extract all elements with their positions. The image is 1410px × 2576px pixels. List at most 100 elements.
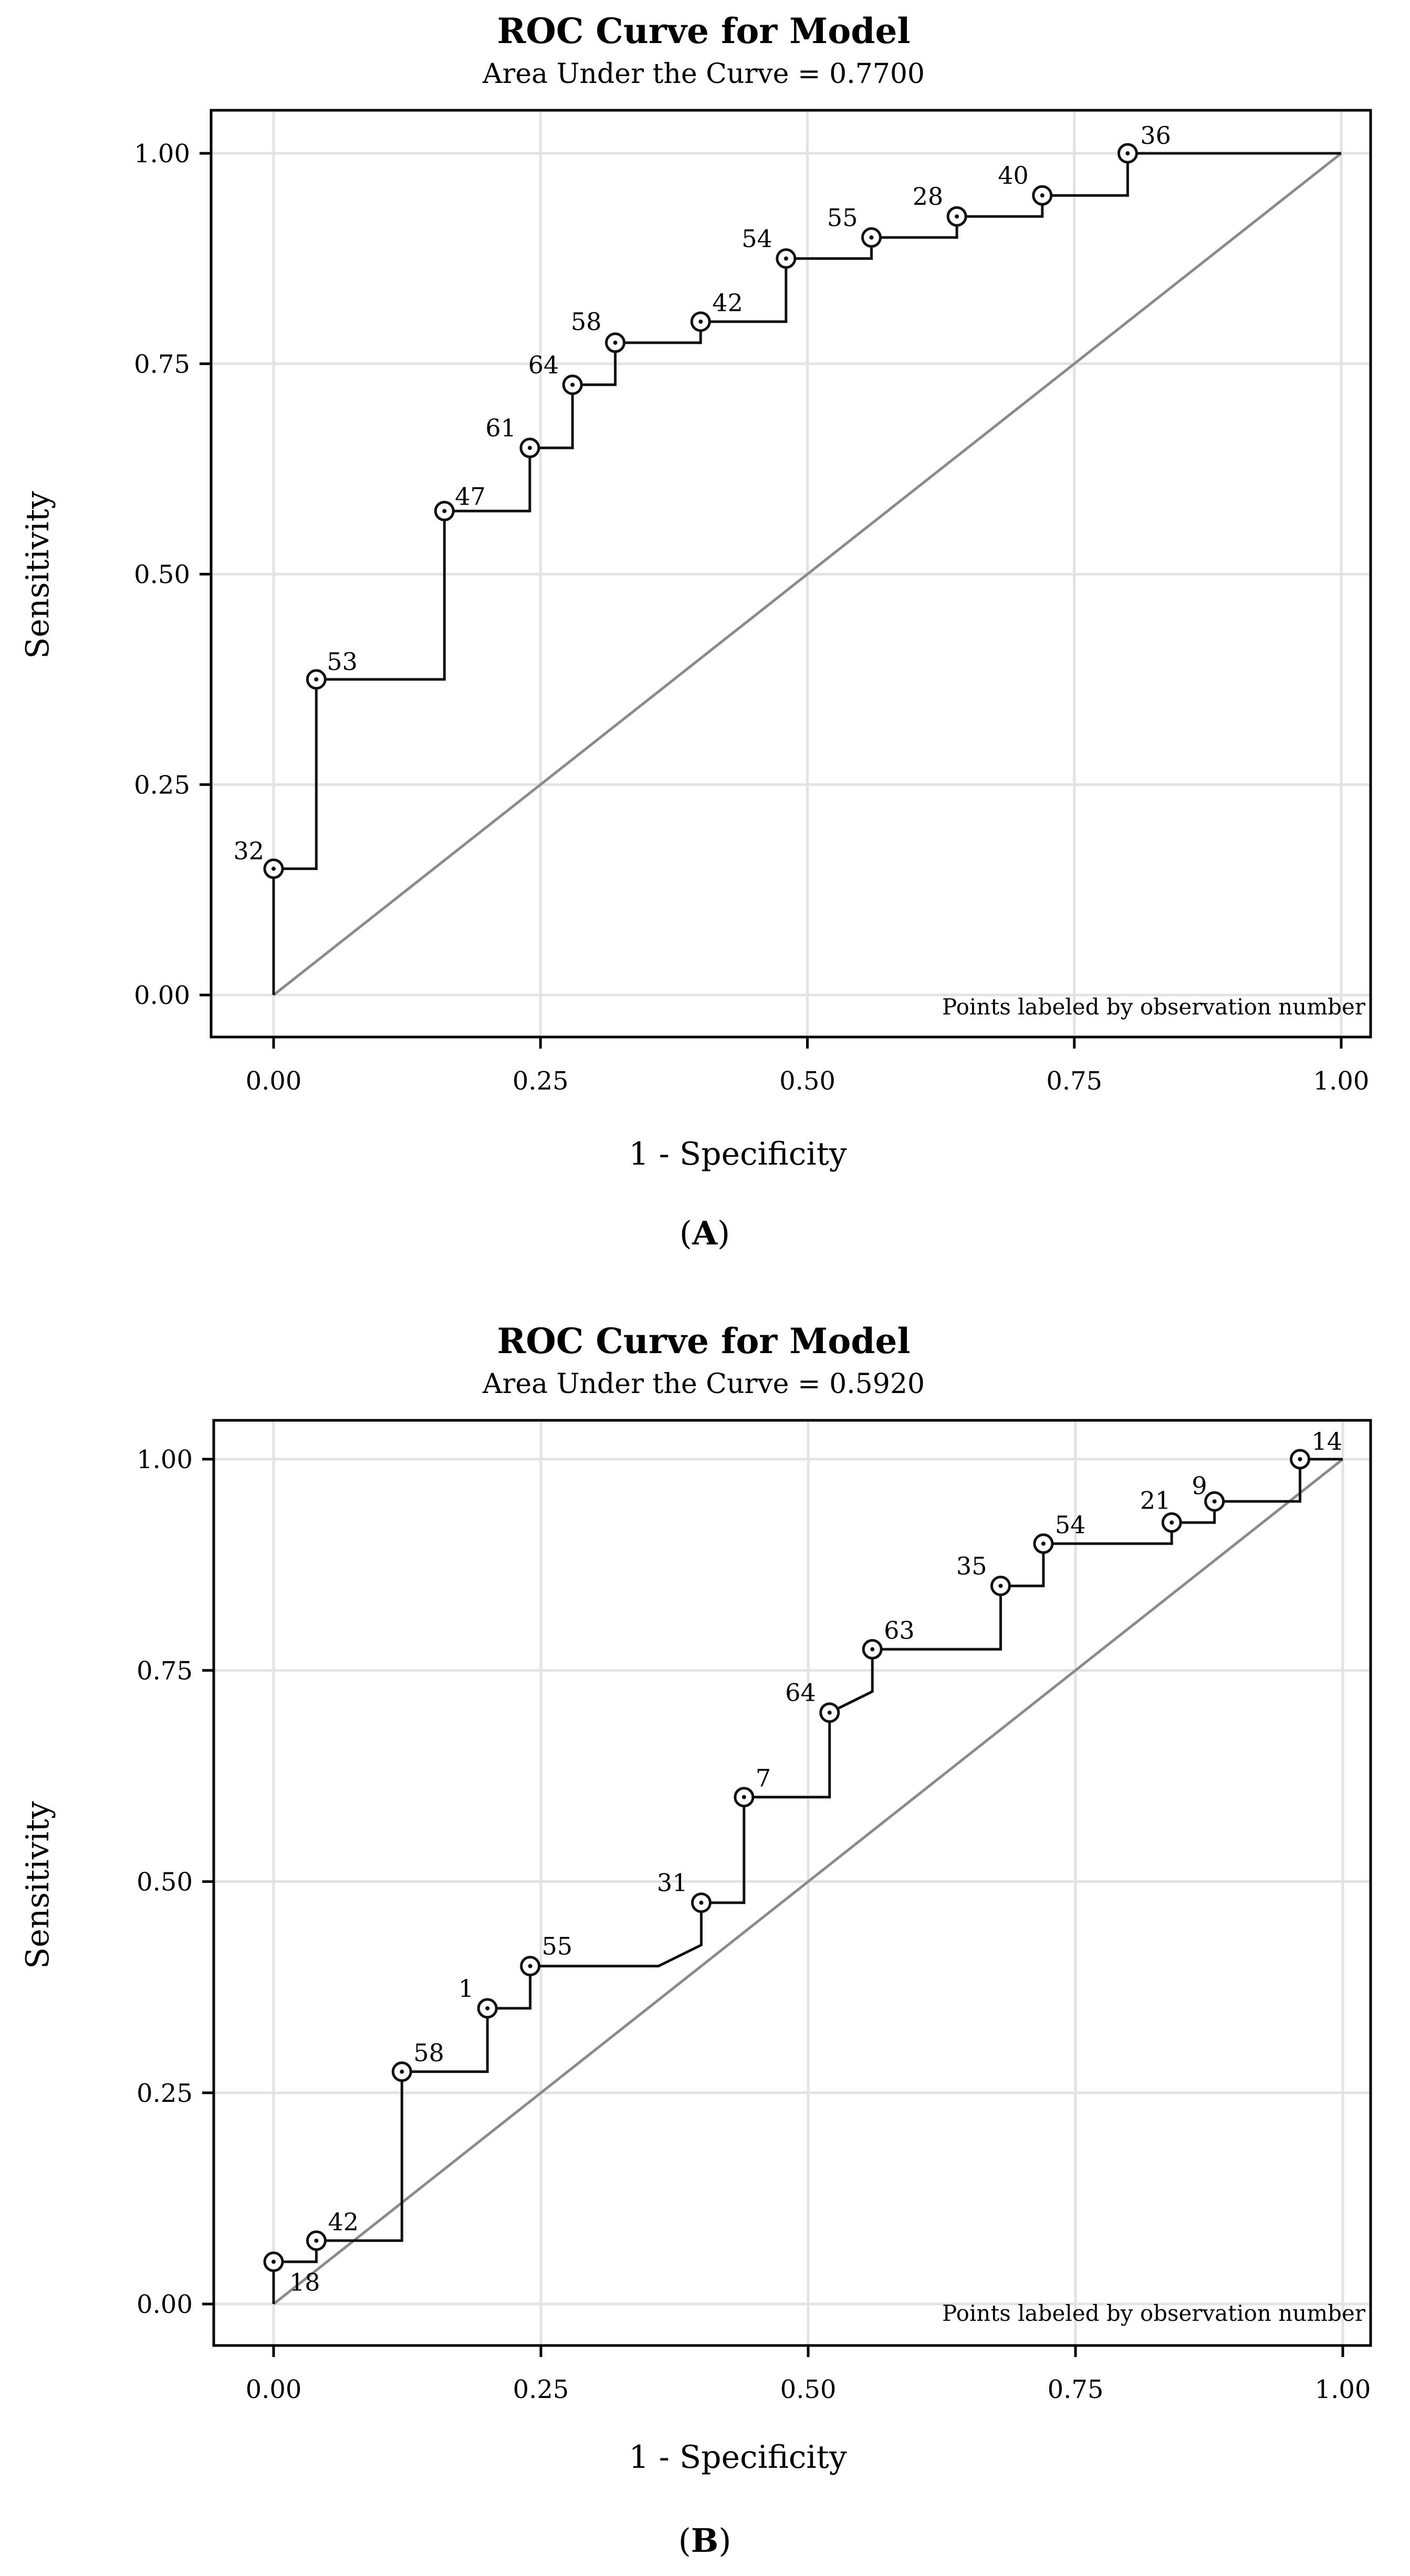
roc-point-label: 36 [1140,121,1171,150]
roc-point-label: 54 [1055,1511,1086,1539]
roc-point-center [570,382,575,387]
roc-point-label: 31 [657,1869,688,1897]
roc-point-label: 32 [233,837,264,865]
roc-point-center [741,1795,746,1799]
roc-point-47: 47 [434,482,486,521]
roc-point-label: 21 [1140,1486,1171,1515]
roc-point-21: 21 [1140,1486,1182,1533]
roc-point-31: 31 [657,1869,712,1913]
y-tick-label: 0.75 [134,350,190,379]
roc-point-label: 28 [913,182,944,211]
chart-subtitle: Area Under the Curve = 0.7700 [482,58,925,90]
roc-point-label: 1 [458,1974,474,2003]
roc-point-label: 42 [712,289,743,317]
roc-point-center [271,2259,276,2264]
roc-point-label: 55 [542,1932,573,1960]
roc-point-58: 58 [391,2039,444,2082]
roc-point-42: 42 [690,289,743,332]
roc-point-40: 40 [998,161,1053,206]
x-tick-label: 0.00 [246,1066,302,1096]
roc-point-35: 35 [956,1552,1011,1596]
roc-point-28: 28 [913,182,967,227]
roc-point-36: 36 [1117,121,1171,164]
roc-point-label: 64 [785,1679,816,1707]
roc-point-center [699,1900,704,1905]
reference-diagonal-line [273,152,1342,996]
y-tick-label: 1.00 [137,1445,193,1474]
roc-point-label: 53 [327,647,358,676]
roc-point-center [314,677,319,682]
y-tick-label: 0.25 [134,770,190,800]
y-tick-label: 0.75 [137,1656,193,1685]
roc-point-label: 58 [571,308,602,336]
roc-point-54: 54 [741,224,797,269]
x-tick-label: 0.25 [513,1066,569,1096]
roc-point-center [528,1964,532,1968]
y-tick-label: 0.25 [137,2079,193,2108]
chart-note: Points labeled by observation number [942,2300,1366,2326]
x-tick-label: 0.50 [780,2375,837,2404]
roc-point-label: 42 [328,2207,359,2236]
roc-point-center [827,1710,832,1715]
roc-point-55: 55 [827,203,882,248]
roc-point-center [1212,1499,1217,1504]
roc-point-label: 55 [827,203,858,232]
chart-note: Points labeled by observation number [942,994,1366,1020]
roc-point-center [1125,151,1130,155]
roc-chart-a: ROC Curve for Model Area Under the Curve… [19,11,1372,1252]
roc-point-label: 18 [289,2268,320,2297]
x-tick-label: 0.75 [1046,1066,1102,1096]
roc-point-center [698,319,703,324]
y-tick-label: 0.00 [137,2290,193,2319]
roc-point-center [613,340,618,345]
roc-point-center [485,2006,490,2010]
roc-point-label: 14 [1312,1427,1343,1455]
roc-point-18: 18 [263,2252,320,2297]
roc-point-64: 64 [785,1679,840,1723]
panel-label-a: (A) [680,1214,730,1252]
x-tick-label: 0.00 [246,2375,302,2404]
roc-point-center [869,235,874,240]
roc-point-center [400,2069,404,2074]
roc-point-center [271,866,276,871]
roc-point-32: 32 [233,837,284,879]
x-tick-label: 0.25 [513,2375,569,2404]
roc-point-label: 64 [528,351,559,379]
roc-point-center [998,1584,1003,1588]
roc-point-center [1040,193,1045,198]
chart-subtitle: Area Under the Curve = 0.5920 [482,1368,925,1400]
roc-point-42: 42 [306,2207,359,2251]
x-axis-label: 1 - Specificity [629,1136,847,1172]
y-tick-label: 1.00 [134,139,190,169]
roc-point-1: 1 [458,1974,498,2019]
roc-point-label: 54 [741,224,772,253]
roc-point-label: 61 [485,414,516,442]
plot-frame [210,109,1372,1039]
roc-point-label: 47 [455,482,486,510]
roc-point-center [870,1647,875,1652]
y-axis-label: Sensitivity [19,491,56,659]
chart-title: ROC Curve for Model [497,11,911,51]
roc-point-center [527,446,532,451]
roc-point-63: 63 [862,1616,915,1660]
roc-point-label: 9 [1192,1471,1207,1500]
y-tick-label: 0.50 [134,560,190,590]
roc-point-center [955,214,959,219]
roc-point-label: 35 [956,1552,987,1580]
roc-point-label: 7 [756,1764,771,1793]
roc-point-64: 64 [528,351,583,395]
panel-label-b: (B) [678,2521,732,2560]
roc-point-center [1298,1457,1302,1461]
y-tick-label: 0.00 [134,981,190,1010]
roc-point-55: 55 [520,1932,573,1976]
y-axis-label: Sensitivity [19,1801,56,1969]
roc-point-61: 61 [485,414,540,458]
x-tick-label: 1.00 [1313,1066,1370,1096]
plot-frame [212,1419,1372,2347]
roc-point-label: 63 [884,1616,915,1645]
roc-point-label: 40 [998,161,1029,190]
roc-point-53: 53 [306,647,358,690]
roc-point-7: 7 [734,1764,771,1808]
roc-point-center [314,2238,319,2243]
